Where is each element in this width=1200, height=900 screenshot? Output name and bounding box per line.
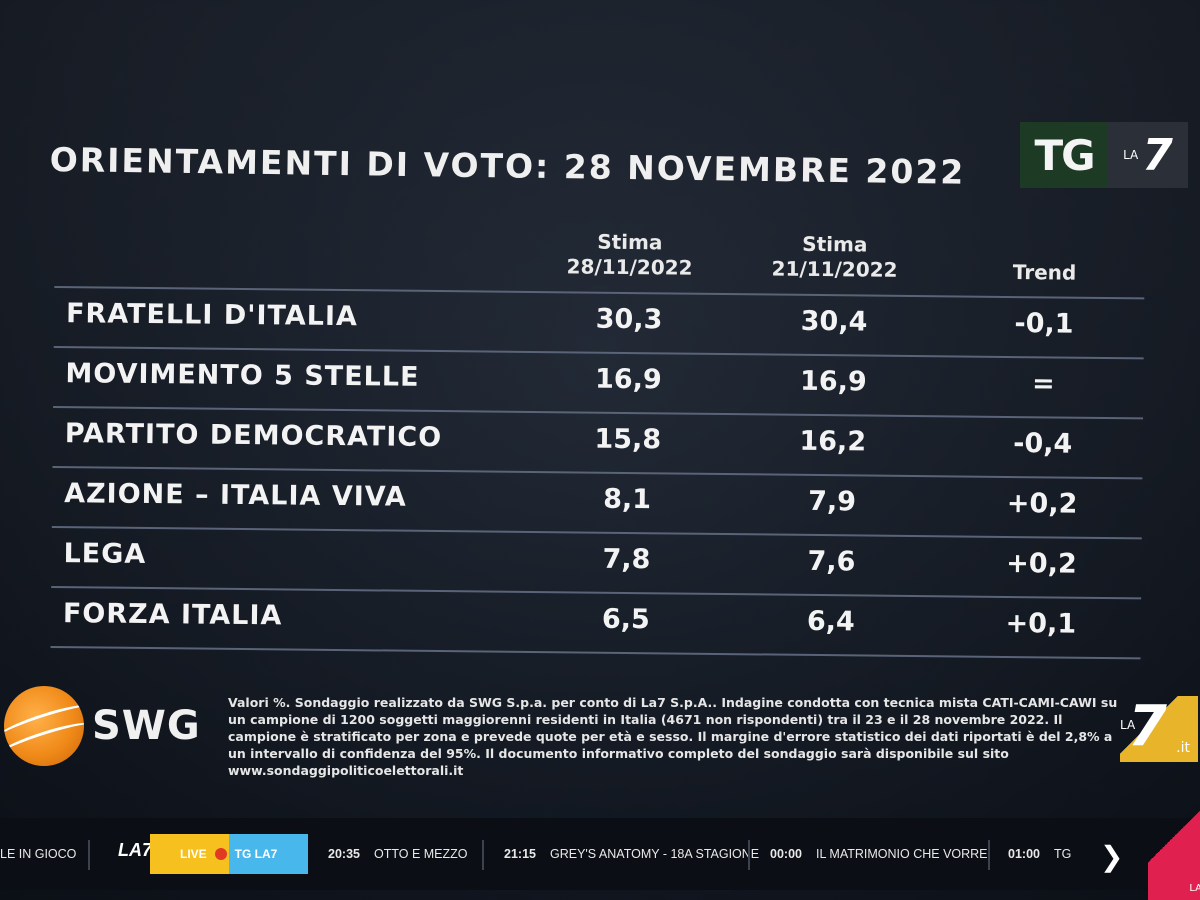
table-row: FORZA ITALIA 6,5 6,4 +0,1 — [50, 585, 1142, 660]
la7-logo-seven: 7 — [1142, 129, 1173, 181]
ticker-la7-logo: LA7 — [118, 840, 153, 860]
party-name: FRATELLI D'ITALIA — [65, 298, 359, 333]
ticker-divider — [482, 840, 484, 870]
ticker-time: 01:00 — [1008, 847, 1040, 861]
table-row: PARTITO DEMOCRATICO 15,8 16,2 -0,4 — [52, 405, 1144, 478]
column-header-current-label: Stima — [597, 229, 663, 255]
estimate-current: 15,8 — [594, 423, 662, 456]
table-row: MOVIMENTO 5 STELLE 16,9 16,9 = — [53, 345, 1144, 418]
live-badge: LIVE TG LA7 — [150, 834, 308, 874]
swg-logo: SWG — [4, 686, 201, 766]
table-row: AZIONE – ITALIA VIVA 8,1 7,9 +0,2 — [51, 465, 1143, 538]
ticker-item: 00:00 IL MATRIMONIO CHE VORREI — [770, 818, 991, 890]
estimate-previous: 7,6 — [807, 545, 856, 578]
ticker-prev-label: LE IN GIOCO — [0, 847, 77, 861]
estimate-current: 6,5 — [601, 603, 650, 636]
party-name: PARTITO DEMOCRATICO — [64, 418, 443, 454]
la7-corner-badge: LA — [1148, 810, 1200, 900]
page-title: ORIENTAMENTI DI VOTO: 28 NOVEMBRE 2022 — [49, 140, 966, 192]
swg-globe-icon — [4, 686, 84, 766]
party-name: FORZA ITALIA — [62, 598, 283, 632]
ticker-item: 20:35 OTTO E MEZZO — [328, 818, 468, 890]
party-name: AZIONE – ITALIA VIVA — [64, 478, 407, 513]
party-name: MOVIMENTO 5 STELLE — [65, 358, 420, 393]
ticker-program: TG — [1053, 847, 1072, 861]
column-header-previous-label: Stima — [802, 231, 868, 257]
la7-it-la: LA — [1120, 718, 1136, 732]
estimate-current: 30,3 — [595, 303, 663, 336]
trend-value: +0,2 — [1006, 547, 1077, 580]
live-label: LIVE — [180, 847, 207, 861]
ticker-divider — [88, 840, 90, 870]
methodology-note: Valori %. Sondaggio realizzato da SWG S.… — [228, 695, 1118, 778]
tg-logo-text: TG — [1020, 122, 1108, 188]
column-header-previous: Stima 21/11/2022 — [749, 231, 920, 283]
table-row: FRATELLI D'ITALIA 30,3 30,4 -0,1 — [53, 285, 1145, 358]
poll-table: Stima 28/11/2022 Stima 21/11/2022 Trend … — [50, 224, 1145, 660]
ticker-program: OTTO E MEZZO — [373, 847, 468, 861]
table-header: Stima 28/11/2022 Stima 21/11/2022 Trend — [54, 224, 1145, 297]
estimate-current: 7,8 — [602, 543, 651, 576]
ticker-time: 00:00 — [770, 847, 802, 861]
live-dot-icon — [214, 848, 227, 860]
estimate-current: 8,1 — [603, 483, 652, 516]
column-header-current-date: 28/11/2022 — [566, 254, 693, 280]
ticker-divider — [988, 840, 990, 870]
column-header-previous-date: 21/11/2022 — [771, 256, 898, 282]
ticker-item: 21:15 GREY'S ANATOMY - 18A STAGIONE — [504, 818, 759, 890]
live-channel: TG LA7 — [234, 847, 278, 861]
estimate-previous: 30,4 — [800, 305, 868, 338]
ticker-program: GREY'S ANATOMY - 18A STAGIONE — [549, 847, 760, 861]
estimate-previous: 7,9 — [808, 485, 857, 518]
swg-logo-text: SWG — [92, 703, 201, 749]
estimate-current: 16,9 — [594, 363, 662, 396]
ticker-prev-item: LE IN GIOCO — [0, 818, 76, 890]
trend-value: -0,1 — [1014, 308, 1074, 340]
trend-value: -0,4 — [1013, 428, 1073, 460]
column-header-trend: Trend — [1012, 260, 1077, 285]
ticker-program: IL MATRIMONIO CHE VORREI — [815, 847, 991, 861]
ticker-item: 01:00 TG — [1008, 818, 1071, 890]
estimate-previous: 16,9 — [799, 365, 867, 398]
chevron-right-icon[interactable]: ❯ — [1100, 841, 1124, 872]
trend-value: = — [1031, 368, 1055, 400]
corner-badge-label: LA — [1189, 883, 1200, 894]
trend-value: +0,2 — [1006, 487, 1078, 520]
estimate-previous: 6,4 — [806, 605, 855, 638]
la7-it-seven: 7 — [1128, 694, 1167, 759]
estimate-previous: 16,2 — [799, 425, 867, 458]
la7-it-logo: LA 7 .it — [1120, 694, 1198, 762]
la7-logo: LA 7 — [1108, 122, 1188, 188]
trend-value: +0,1 — [1005, 607, 1077, 640]
ticker-time: 20:35 — [328, 847, 360, 861]
table-row: LEGA 7,8 7,6 +0,2 — [51, 525, 1142, 598]
schedule-ticker: LE IN GIOCO LA7 LIVE TG LA7 20:35 OTTO E… — [0, 818, 1200, 890]
la7-logo-la: LA — [1123, 148, 1139, 162]
ticker-divider — [748, 840, 750, 870]
la7-it-suffix: .it — [1176, 740, 1190, 756]
ticker-time: 21:15 — [504, 847, 536, 861]
tg-la7-logo: TG LA 7 — [1020, 122, 1188, 188]
column-header-current: Stima 28/11/2022 — [544, 229, 715, 281]
party-name: LEGA — [63, 538, 147, 570]
